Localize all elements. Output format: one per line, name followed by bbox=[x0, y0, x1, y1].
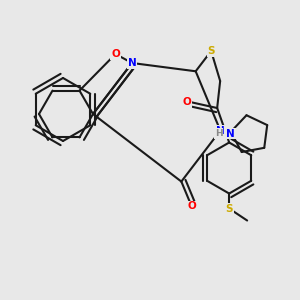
Text: O: O bbox=[111, 49, 120, 59]
Text: N: N bbox=[128, 58, 136, 68]
Text: N: N bbox=[226, 128, 235, 139]
Text: N: N bbox=[216, 125, 225, 136]
Text: H: H bbox=[215, 129, 223, 138]
Text: S: S bbox=[207, 46, 215, 56]
Text: S: S bbox=[225, 203, 233, 214]
Text: O: O bbox=[183, 97, 191, 107]
Text: O: O bbox=[187, 202, 196, 212]
